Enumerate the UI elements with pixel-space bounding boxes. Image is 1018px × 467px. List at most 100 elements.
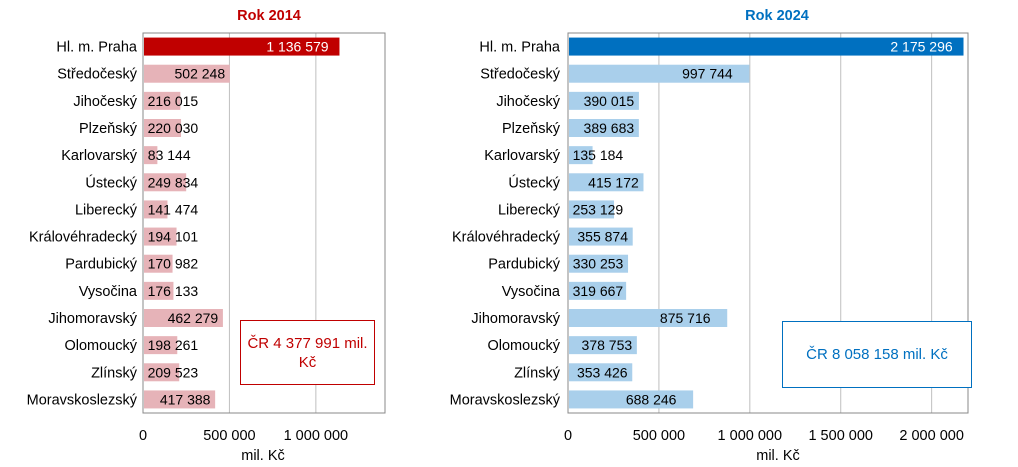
total-annotation-2014-text: ČR 4 377 991 mil. Kč xyxy=(247,334,368,371)
category-label-2014-9: Vysočina xyxy=(79,284,138,300)
value-label-2024-6: 253 129 xyxy=(573,201,624,217)
value-label-2014-6: 141 474 xyxy=(148,201,199,217)
category-label-2024-2: Jihočeský xyxy=(496,94,560,110)
category-label-2014-3: Plzeňský xyxy=(79,121,138,137)
x-tick-label-2014-2: 1 000 000 xyxy=(284,428,349,444)
category-label-2024-9: Vysočina xyxy=(502,284,561,300)
category-label-2024-6: Liberecký xyxy=(498,202,561,218)
value-label-2024-13: 688 246 xyxy=(626,391,677,407)
plot-frame-2024 xyxy=(567,32,969,414)
bar-2014-4 xyxy=(144,146,158,165)
bar-2014-0 xyxy=(144,37,340,56)
value-label-2024-0: 2 175 296 xyxy=(890,39,952,55)
category-label-2024-8: Pardubický xyxy=(488,257,560,273)
total-annotation-2024-text: ČR 8 058 158 mil. Kč xyxy=(806,346,948,363)
value-label-2024-12: 353 426 xyxy=(577,364,628,380)
category-label-2014-10: Jihomoravský xyxy=(48,311,137,327)
value-label-2024-11: 378 753 xyxy=(582,337,633,353)
bar-2024-0 xyxy=(569,37,964,56)
value-label-2024-1: 997 744 xyxy=(682,66,733,82)
category-label-2014-8: Pardubický xyxy=(65,257,137,273)
bar-2024-9 xyxy=(569,281,627,300)
bar-2014-7 xyxy=(144,227,177,246)
category-label-2014-4: Karlovarský xyxy=(61,148,137,164)
value-label-2014-0: 1 136 579 xyxy=(266,39,328,55)
category-label-2014-7: Královéhradecký xyxy=(29,230,138,246)
value-label-2024-7: 355 874 xyxy=(577,229,628,245)
category-label-2024-3: Plzeňský xyxy=(502,121,561,137)
x-tick-label-2014-0: 0 xyxy=(139,428,147,444)
value-label-2014-11: 198 261 xyxy=(148,337,199,353)
bar-2014-2 xyxy=(144,91,181,110)
value-label-2014-8: 170 982 xyxy=(148,256,199,272)
value-label-2024-10: 875 716 xyxy=(660,310,711,326)
category-label-2024-11: Olomoucký xyxy=(487,338,560,354)
category-label-2014-11: Olomoucký xyxy=(64,338,137,354)
x-tick-label-2024-1: 500 000 xyxy=(633,428,685,444)
bar-2024-13 xyxy=(569,390,694,409)
bar-2024-7 xyxy=(569,227,633,246)
x-axis-title-2014: mil. Kč xyxy=(241,448,285,464)
plot-frame-2014 xyxy=(142,32,386,414)
bar-2024-6 xyxy=(569,200,615,219)
bar-2024-2 xyxy=(569,91,639,110)
bar-2024-8 xyxy=(569,254,629,273)
value-label-2014-7: 194 101 xyxy=(148,229,199,245)
category-label-2024-13: Moravskoslezský xyxy=(450,392,561,408)
bar-2014-13 xyxy=(144,390,216,409)
value-label-2014-13: 417 388 xyxy=(160,391,211,407)
bar-2014-8 xyxy=(144,254,173,273)
bar-2014-6 xyxy=(144,200,168,219)
bar-2024-3 xyxy=(569,119,639,137)
bar-2014-3 xyxy=(144,119,182,137)
x-tick-label-2024-2: 1 000 000 xyxy=(718,428,783,444)
bar-2014-11 xyxy=(144,336,178,355)
category-label-2024-5: Ústecký xyxy=(508,174,560,191)
category-label-2024-10: Jihomoravský xyxy=(471,311,560,327)
x-axis-title-2024: mil. Kč xyxy=(756,448,800,464)
category-label-2014-12: Zlínský xyxy=(91,365,138,381)
chart-title-2014: Rok 2014 xyxy=(237,8,301,24)
x-tick-label-2024-4: 2 000 000 xyxy=(899,428,964,444)
category-label-2024-0: Hl. m. Praha xyxy=(479,40,561,56)
value-label-2024-4: 135 184 xyxy=(573,147,624,163)
bar-2024-10 xyxy=(569,309,728,327)
total-annotation-2014: ČR 4 377 991 mil. Kč xyxy=(240,320,375,385)
value-label-2014-5: 249 834 xyxy=(148,174,199,190)
x-tick-label-2024-3: 1 500 000 xyxy=(808,428,873,444)
value-label-2014-2: 216 015 xyxy=(148,93,199,109)
category-label-2024-4: Karlovarský xyxy=(484,148,560,164)
category-label-2024-7: Královéhradecký xyxy=(452,230,561,246)
category-label-2024-1: Středočeský xyxy=(480,67,561,83)
category-label-2014-13: Moravskoslezský xyxy=(27,392,138,408)
category-label-2014-2: Jihočeský xyxy=(73,94,137,110)
category-label-2024-12: Zlínský xyxy=(514,365,561,381)
value-label-2024-8: 330 253 xyxy=(573,256,624,272)
bar-2024-5 xyxy=(569,173,644,192)
category-label-2014-6: Liberecký xyxy=(75,202,138,218)
total-annotation-2024: ČR 8 058 158 mil. Kč xyxy=(782,321,972,388)
value-label-2024-9: 319 667 xyxy=(573,283,624,299)
bar-2014-5 xyxy=(144,173,187,192)
value-label-2014-4: 83 144 xyxy=(148,147,191,163)
category-label-2014-1: Středočeský xyxy=(57,67,138,83)
value-label-2014-10: 462 279 xyxy=(168,310,219,326)
bar-2014-9 xyxy=(144,281,174,300)
value-label-2014-9: 176 133 xyxy=(148,283,199,299)
category-label-2014-0: Hl. m. Praha xyxy=(56,40,138,56)
bar-2014-1 xyxy=(144,64,230,83)
category-label-2014-5: Ústecký xyxy=(85,174,137,191)
x-tick-label-2014-1: 500 000 xyxy=(203,428,255,444)
bar-2024-1 xyxy=(569,64,750,83)
value-label-2014-12: 209 523 xyxy=(148,364,199,380)
value-label-2024-3: 389 683 xyxy=(584,120,635,136)
bar-2024-11 xyxy=(569,336,637,355)
value-label-2024-2: 390 015 xyxy=(584,93,635,109)
bar-2014-12 xyxy=(144,363,180,382)
bar-2024-4 xyxy=(569,146,593,165)
chart-title-2024: Rok 2024 xyxy=(745,8,809,24)
bar-2014-10 xyxy=(144,309,223,327)
value-label-2014-3: 220 030 xyxy=(148,120,199,136)
